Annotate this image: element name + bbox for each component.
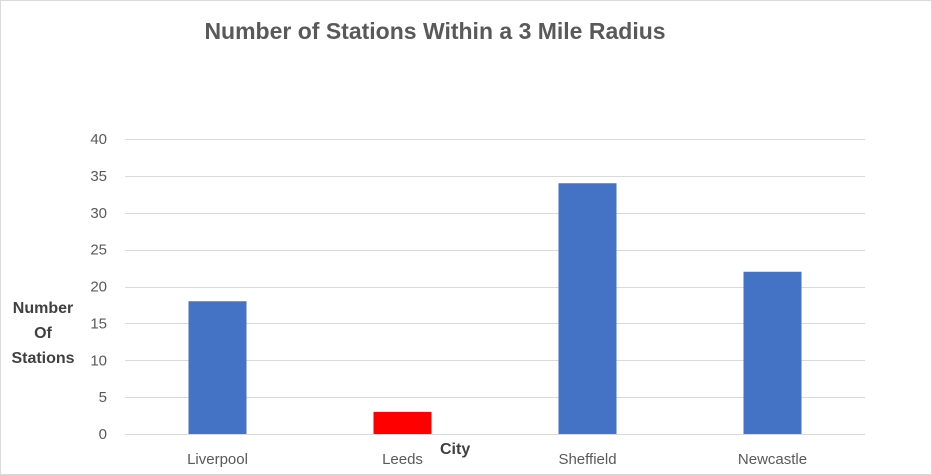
chart-title: Number of Stations Within a 3 Mile Radiu… — [204, 18, 666, 44]
x-tick-label: Sheffield — [558, 451, 616, 468]
y-tick-label: 5 — [99, 389, 107, 406]
x-axis-label: City — [440, 441, 471, 458]
x-tick-label: Leeds — [382, 451, 423, 468]
y-tick-label: 40 — [90, 131, 107, 148]
bar-leeds — [373, 411, 432, 434]
bar-newcastle — [743, 271, 802, 434]
bars — [188, 183, 802, 434]
y-tick-label: 20 — [90, 279, 107, 296]
x-tick-label: Liverpool — [187, 451, 248, 468]
bar-liverpool — [188, 301, 247, 434]
y-tick-label: 30 — [90, 205, 107, 222]
y-tick-label: 25 — [90, 242, 107, 259]
y-tick-label: 35 — [90, 168, 107, 185]
x-tick-label: Newcastle — [738, 451, 807, 468]
gridlines — [125, 139, 865, 435]
y-axis-label: Number Of Stations — [4, 296, 82, 371]
y-tick-label: 10 — [90, 352, 107, 369]
y-axis-label-line-1: Number — [12, 300, 74, 317]
x-axis-ticks: Liverpool Leeds Sheffield Newcastle — [187, 451, 807, 468]
bar-sheffield — [558, 183, 617, 434]
y-axis-label-line-2: Of — [34, 325, 52, 342]
y-tick-label: 0 — [99, 426, 107, 443]
y-axis-label-line-3: Stations — [11, 350, 75, 367]
y-tick-label: 15 — [90, 315, 107, 332]
y-axis-ticks: 0 5 10 15 20 25 30 35 40 — [90, 131, 107, 443]
